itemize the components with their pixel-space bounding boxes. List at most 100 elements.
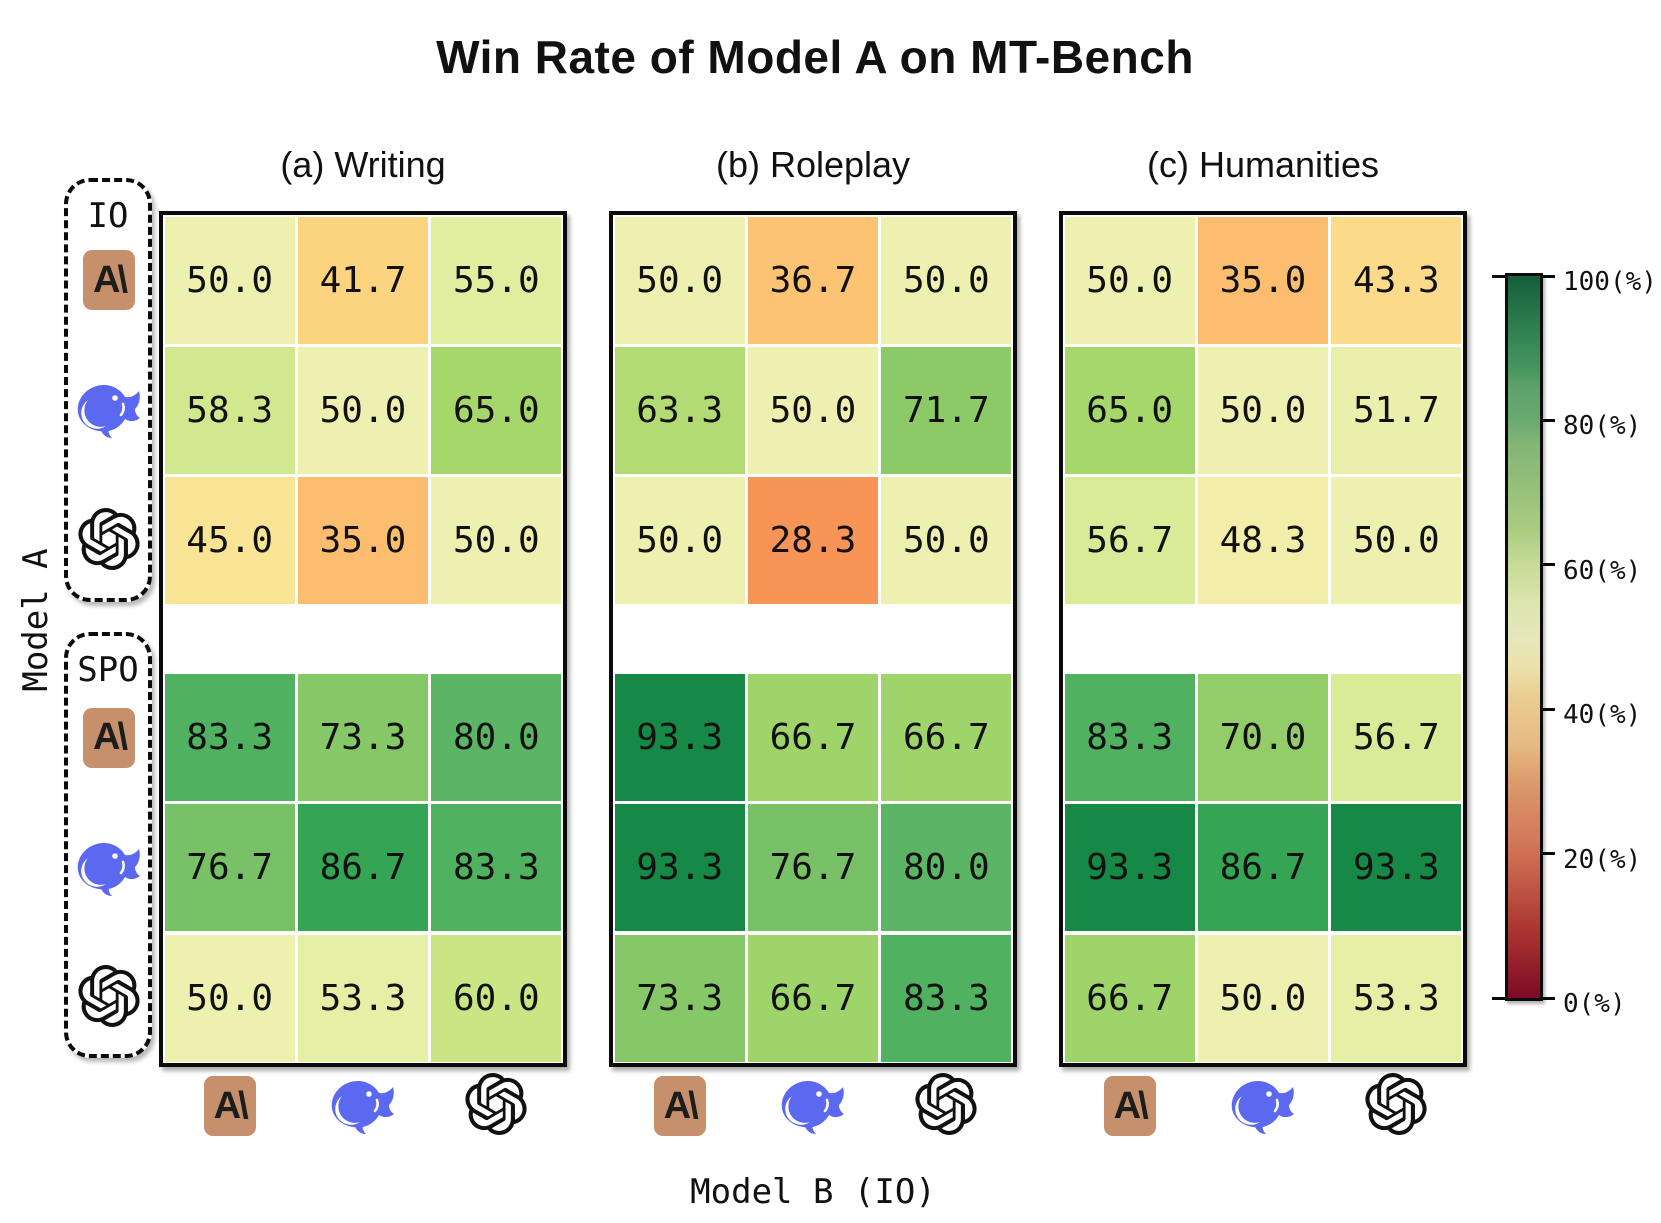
model-icon-holder <box>71 835 147 901</box>
model-icon-holder <box>915 1073 977 1139</box>
heatmap-cell: 45.0 <box>164 477 295 604</box>
colorbar <box>1505 273 1543 1001</box>
colorbar-gradient <box>1508 276 1540 998</box>
deepseek-whale-icon <box>775 1073 851 1139</box>
heatmap-cell: 50.0 <box>164 934 295 1062</box>
anthropic-icon: A\ <box>83 250 135 311</box>
heatmap-cell: 50.0 <box>297 346 429 474</box>
heatmap-cell: 65.0 <box>431 346 562 474</box>
heatmap-cell: 50.0 <box>614 216 745 344</box>
heatmap-cell: 83.3 <box>1064 674 1195 802</box>
heatmap-cell: 53.3 <box>1331 934 1462 1062</box>
heatmap-cell: 86.7 <box>1197 804 1329 932</box>
heatmap-humanities: 50.0 35.0 43.3 65.0 50.0 51.7 56.7 48.3 50.0 83.3… <box>1059 211 1467 1067</box>
heatmap-cell: 50.0 <box>431 477 562 604</box>
anthropic-icon: A\ <box>203 1076 256 1136</box>
model-icon-holder: A\ <box>83 707 135 768</box>
model-icon-holder <box>775 1073 851 1139</box>
colorbar-tick-label: 60(%) <box>1563 555 1642 586</box>
colorbar-end-cap <box>1492 274 1506 278</box>
anthropic-icon: A\ <box>83 707 135 768</box>
colorbar-tick-label: 0(%) <box>1563 989 1626 1019</box>
deepseek-whale-icon <box>325 1073 401 1139</box>
colorbar-tick <box>1540 418 1555 422</box>
heatmap-cell: 93.3 <box>1064 804 1195 932</box>
heatmap-cell: 53.3 <box>297 934 429 1062</box>
model-icon-holder <box>78 965 140 1031</box>
colorbar-tick-label: 40(%) <box>1563 700 1642 731</box>
panel-title-writing: (a) Writing <box>280 144 446 185</box>
heatmap-cell: 63.3 <box>614 346 745 474</box>
colorbar-tick-label: 100(%) <box>1563 267 1657 297</box>
heatmap-cell: 80.0 <box>881 804 1012 932</box>
heatmap-cell: 55.0 <box>431 216 562 344</box>
heatmap-cell: 71.7 <box>881 346 1012 474</box>
model-icon-holder <box>71 377 147 443</box>
colorbar-end-cap <box>1492 996 1506 1000</box>
heatmap-cell: 83.3 <box>164 674 295 802</box>
openai-icon <box>78 507 140 574</box>
colorbar-tick <box>1540 852 1555 856</box>
heatmap-cell: 83.3 <box>431 804 562 932</box>
heatmap-cell: 35.0 <box>1197 216 1329 344</box>
anthropic-icon: A\ <box>1103 1076 1156 1136</box>
deepseek-whale-icon <box>71 835 147 901</box>
model-icon-holder <box>1365 1073 1427 1139</box>
heatmap-cell: 76.7 <box>164 804 295 932</box>
heatmap-roleplay: 50.0 36.7 50.0 63.3 50.0 71.7 50.0 28.3 50.0 93.3… <box>609 211 1017 1067</box>
heatmap-cell: 66.7 <box>747 674 879 802</box>
model-icon-holder <box>78 507 140 574</box>
heatmap-cell: 43.3 <box>1331 216 1462 344</box>
openai-icon <box>915 1073 977 1139</box>
heatmap-cell: 50.0 <box>881 477 1012 604</box>
heatmap-cell: 50.0 <box>747 346 879 474</box>
colorbar-tick-label: 80(%) <box>1563 411 1642 442</box>
deepseek-whale-icon <box>1225 1073 1301 1139</box>
colorbar-tick-label: 20(%) <box>1563 844 1642 875</box>
heatmap-cell: 36.7 <box>747 216 879 344</box>
openai-icon <box>1365 1073 1427 1139</box>
model-icon-holder: A\ <box>1103 1076 1156 1136</box>
heatmap-cell: 28.3 <box>747 477 879 604</box>
heatmap-cell: 56.7 <box>1331 674 1462 802</box>
model-icon-holder <box>465 1073 527 1139</box>
model-icon-holder: A\ <box>83 250 135 311</box>
colorbar-tick <box>1540 707 1555 711</box>
heatmap-cell: 83.3 <box>881 934 1012 1062</box>
heatmap-cell: 76.7 <box>747 804 879 932</box>
x-axis-label: Model B (IO) <box>690 1172 936 1212</box>
colorbar-tick <box>1540 274 1555 278</box>
model-icon-holder: A\ <box>203 1076 256 1136</box>
heatmap-cell: 93.3 <box>1331 804 1462 932</box>
heatmap-cell: 70.0 <box>1197 674 1329 802</box>
heatmap-cell: 50.0 <box>881 216 1012 344</box>
heatmap-cell: 50.0 <box>1197 934 1329 1062</box>
group-box-io: IO <box>64 178 152 602</box>
heatmap-cell: 65.0 <box>1064 346 1195 474</box>
colorbar-tick <box>1540 563 1555 567</box>
openai-icon <box>78 965 140 1031</box>
model-icon-holder <box>325 1073 401 1139</box>
heatmap-cell: 58.3 <box>164 346 295 474</box>
colorbar-tick <box>1540 996 1555 1000</box>
group-box-spo: SPO <box>64 632 152 1058</box>
heatmap-writing: 50.0 41.7 55.0 58.3 50.0 65.0 45.0 35.0 50.0 83.3… <box>159 211 567 1067</box>
heatmap-cell: 86.7 <box>297 804 429 932</box>
heatmap-cell: 50.0 <box>164 216 295 344</box>
openai-icon <box>465 1073 527 1139</box>
heatmap-cell: 80.0 <box>431 674 562 802</box>
model-icon-holder <box>1225 1073 1301 1139</box>
heatmap-cell: 50.0 <box>1197 346 1329 474</box>
heatmap-cell: 66.7 <box>747 934 879 1062</box>
panel-title-roleplay: (b) Roleplay <box>715 144 911 185</box>
figure-title: Win Rate of Model A on MT-Bench <box>436 31 1194 83</box>
group-label-io: IO <box>87 196 129 236</box>
anthropic-icon: A\ <box>653 1076 706 1136</box>
heatmap-cell: 50.0 <box>1064 216 1195 344</box>
heatmap-cell: 50.0 <box>614 477 745 604</box>
heatmap-cell: 48.3 <box>1197 477 1329 604</box>
heatmap-cell: 50.0 <box>1331 477 1462 604</box>
heatmap-cell: 93.3 <box>614 804 745 932</box>
deepseek-whale-icon <box>71 377 147 443</box>
